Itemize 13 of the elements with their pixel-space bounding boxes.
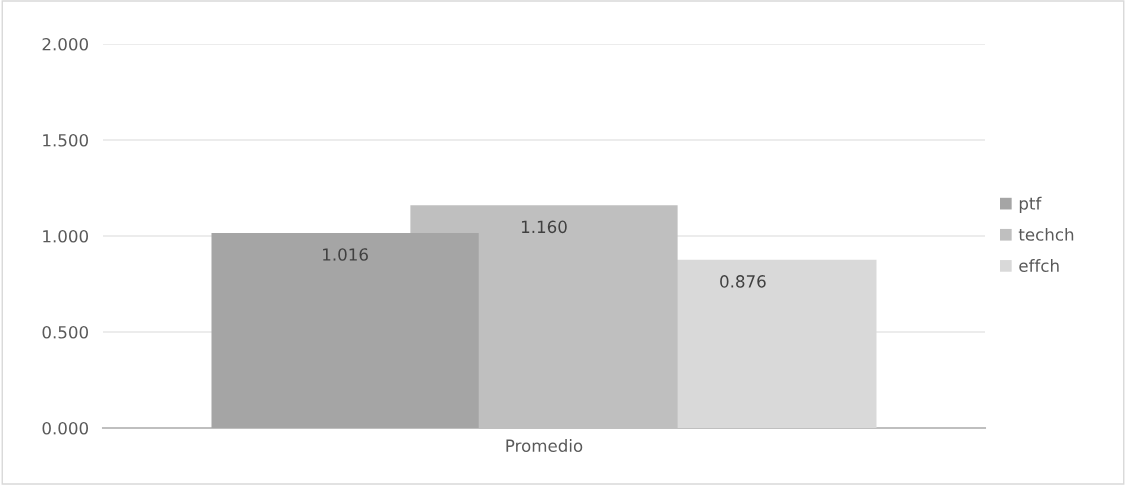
y-tick-label: 2.000 [42,37,88,51]
bar [211,232,479,428]
legend-label: effch [1019,259,1059,272]
text: 0.876 [720,275,766,288]
y-tick-label: 0.500 [42,325,88,339]
x-tick-label: Promedio [506,439,583,453]
y-tick-label: 1.500 [43,133,88,147]
text: 1.160 [521,220,567,234]
y-tick-label: 1.000 [43,229,88,243]
y-tick-label: 0.000 [42,421,88,435]
legend-label: techch [1018,227,1074,241]
legend-label: ptf [1019,196,1042,213]
text: 1.016 [323,248,368,261]
